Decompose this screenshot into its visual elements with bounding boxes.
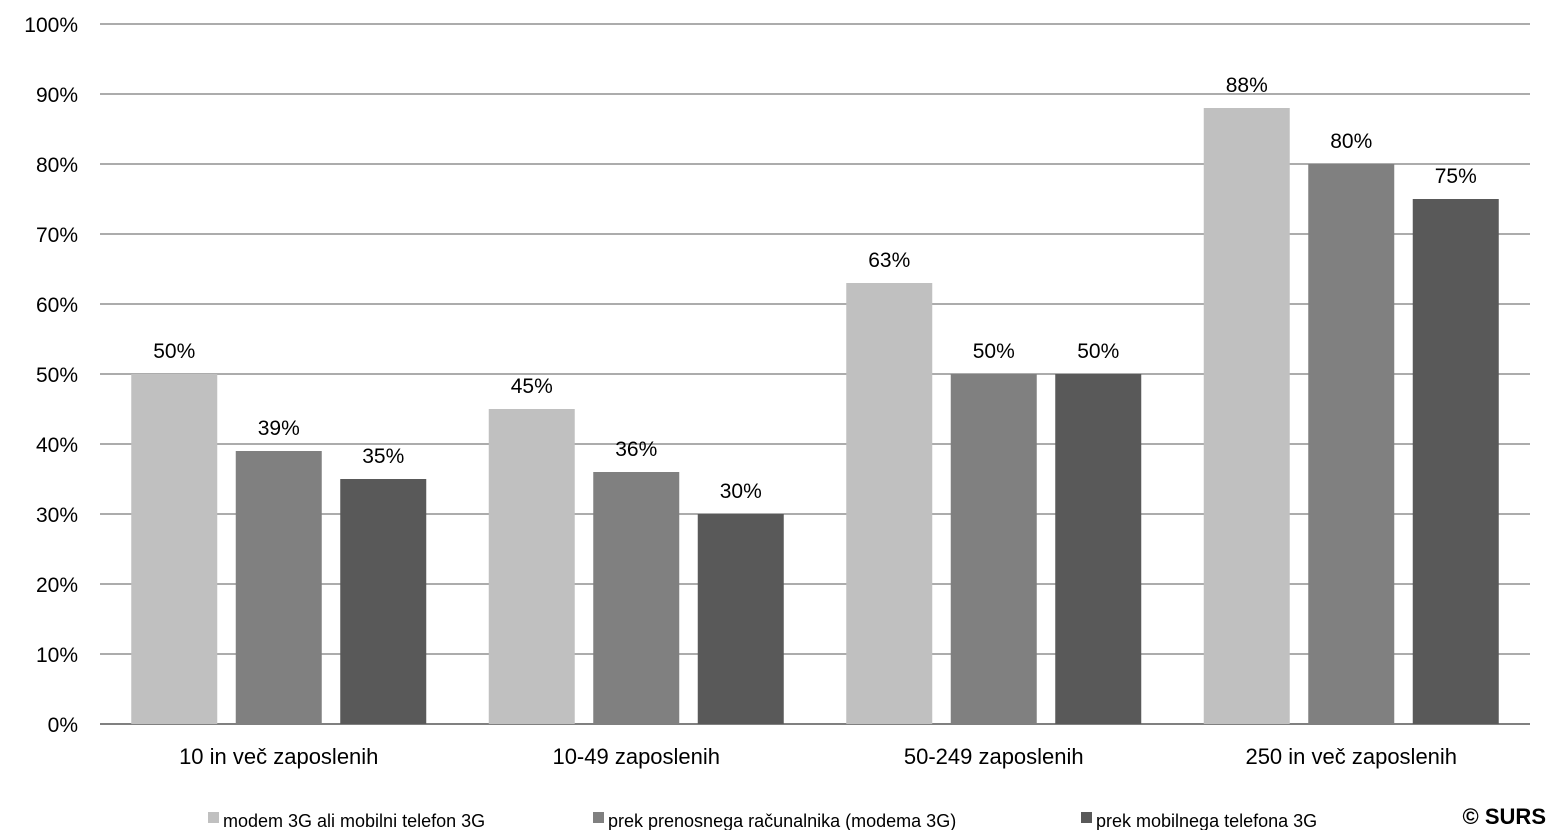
bar xyxy=(697,514,784,724)
legend: modem 3G ali mobilni telefon 3G prek pren… xyxy=(208,811,1317,830)
y-tick-label: 90% xyxy=(36,84,78,107)
data-label: 45% xyxy=(511,375,553,398)
bar xyxy=(340,479,427,724)
y-tick-label: 40% xyxy=(36,434,78,457)
bar xyxy=(131,374,218,724)
bar xyxy=(488,409,575,724)
y-tick-label: 30% xyxy=(36,504,78,527)
y-tick-label: 20% xyxy=(36,574,78,597)
category-label: 10 in več zaposlenih xyxy=(179,744,378,769)
data-label: 88% xyxy=(1226,74,1268,97)
gridlines xyxy=(100,23,1530,725)
data-label: 36% xyxy=(615,438,657,461)
y-tick-label: 60% xyxy=(36,294,78,317)
bar xyxy=(593,472,680,724)
y-tick-label: 0% xyxy=(48,714,78,737)
data-label: 50% xyxy=(1077,340,1119,363)
bar xyxy=(950,374,1037,724)
bar xyxy=(846,283,933,724)
y-tick-label: 80% xyxy=(36,154,78,177)
legend-swatch xyxy=(593,812,604,823)
data-label: 35% xyxy=(362,445,404,468)
legend-entry: prek prenosnega računalnika (modema 3G) xyxy=(608,811,956,830)
legend-entry: prek mobilnega telefona 3G xyxy=(1096,811,1317,830)
bars xyxy=(131,108,1499,724)
data-labels: 50% 39% 35% 45% 36% 30% 63% 50% 50% 88% 80% 75% xyxy=(153,74,1477,503)
copyright-text: © SURS xyxy=(1463,804,1546,829)
legend-swatch xyxy=(208,812,219,823)
data-label: 50% xyxy=(973,340,1015,363)
category-label: 50-249 zaposlenih xyxy=(904,744,1084,769)
data-label: 30% xyxy=(720,480,762,503)
bar xyxy=(235,451,322,724)
bar xyxy=(1055,374,1142,724)
y-tick-label: 50% xyxy=(36,364,78,387)
bar xyxy=(1203,108,1290,724)
legend-entry: modem 3G ali mobilni telefon 3G xyxy=(223,811,485,830)
data-label: 63% xyxy=(868,249,910,272)
legend-swatch xyxy=(1081,812,1092,823)
bar xyxy=(1412,199,1499,724)
y-tick-label: 70% xyxy=(36,224,78,247)
data-label: 39% xyxy=(258,417,300,440)
y-axis-ticks: 0% 10% 20% 30% 40% 50% 60% 70% 80% 90% 100% xyxy=(24,14,78,737)
category-label: 250 in več zaposlenih xyxy=(1245,744,1457,769)
y-tick-label: 10% xyxy=(36,644,78,667)
data-label: 75% xyxy=(1435,165,1477,188)
category-label: 10-49 zaposlenih xyxy=(552,744,720,769)
data-label: 80% xyxy=(1330,130,1372,153)
y-tick-label: 100% xyxy=(24,14,78,37)
data-label: 50% xyxy=(153,340,195,363)
bar xyxy=(1308,164,1395,724)
category-labels: 10 in več zaposlenih 10-49 zaposlenih 50-2… xyxy=(179,744,1457,769)
